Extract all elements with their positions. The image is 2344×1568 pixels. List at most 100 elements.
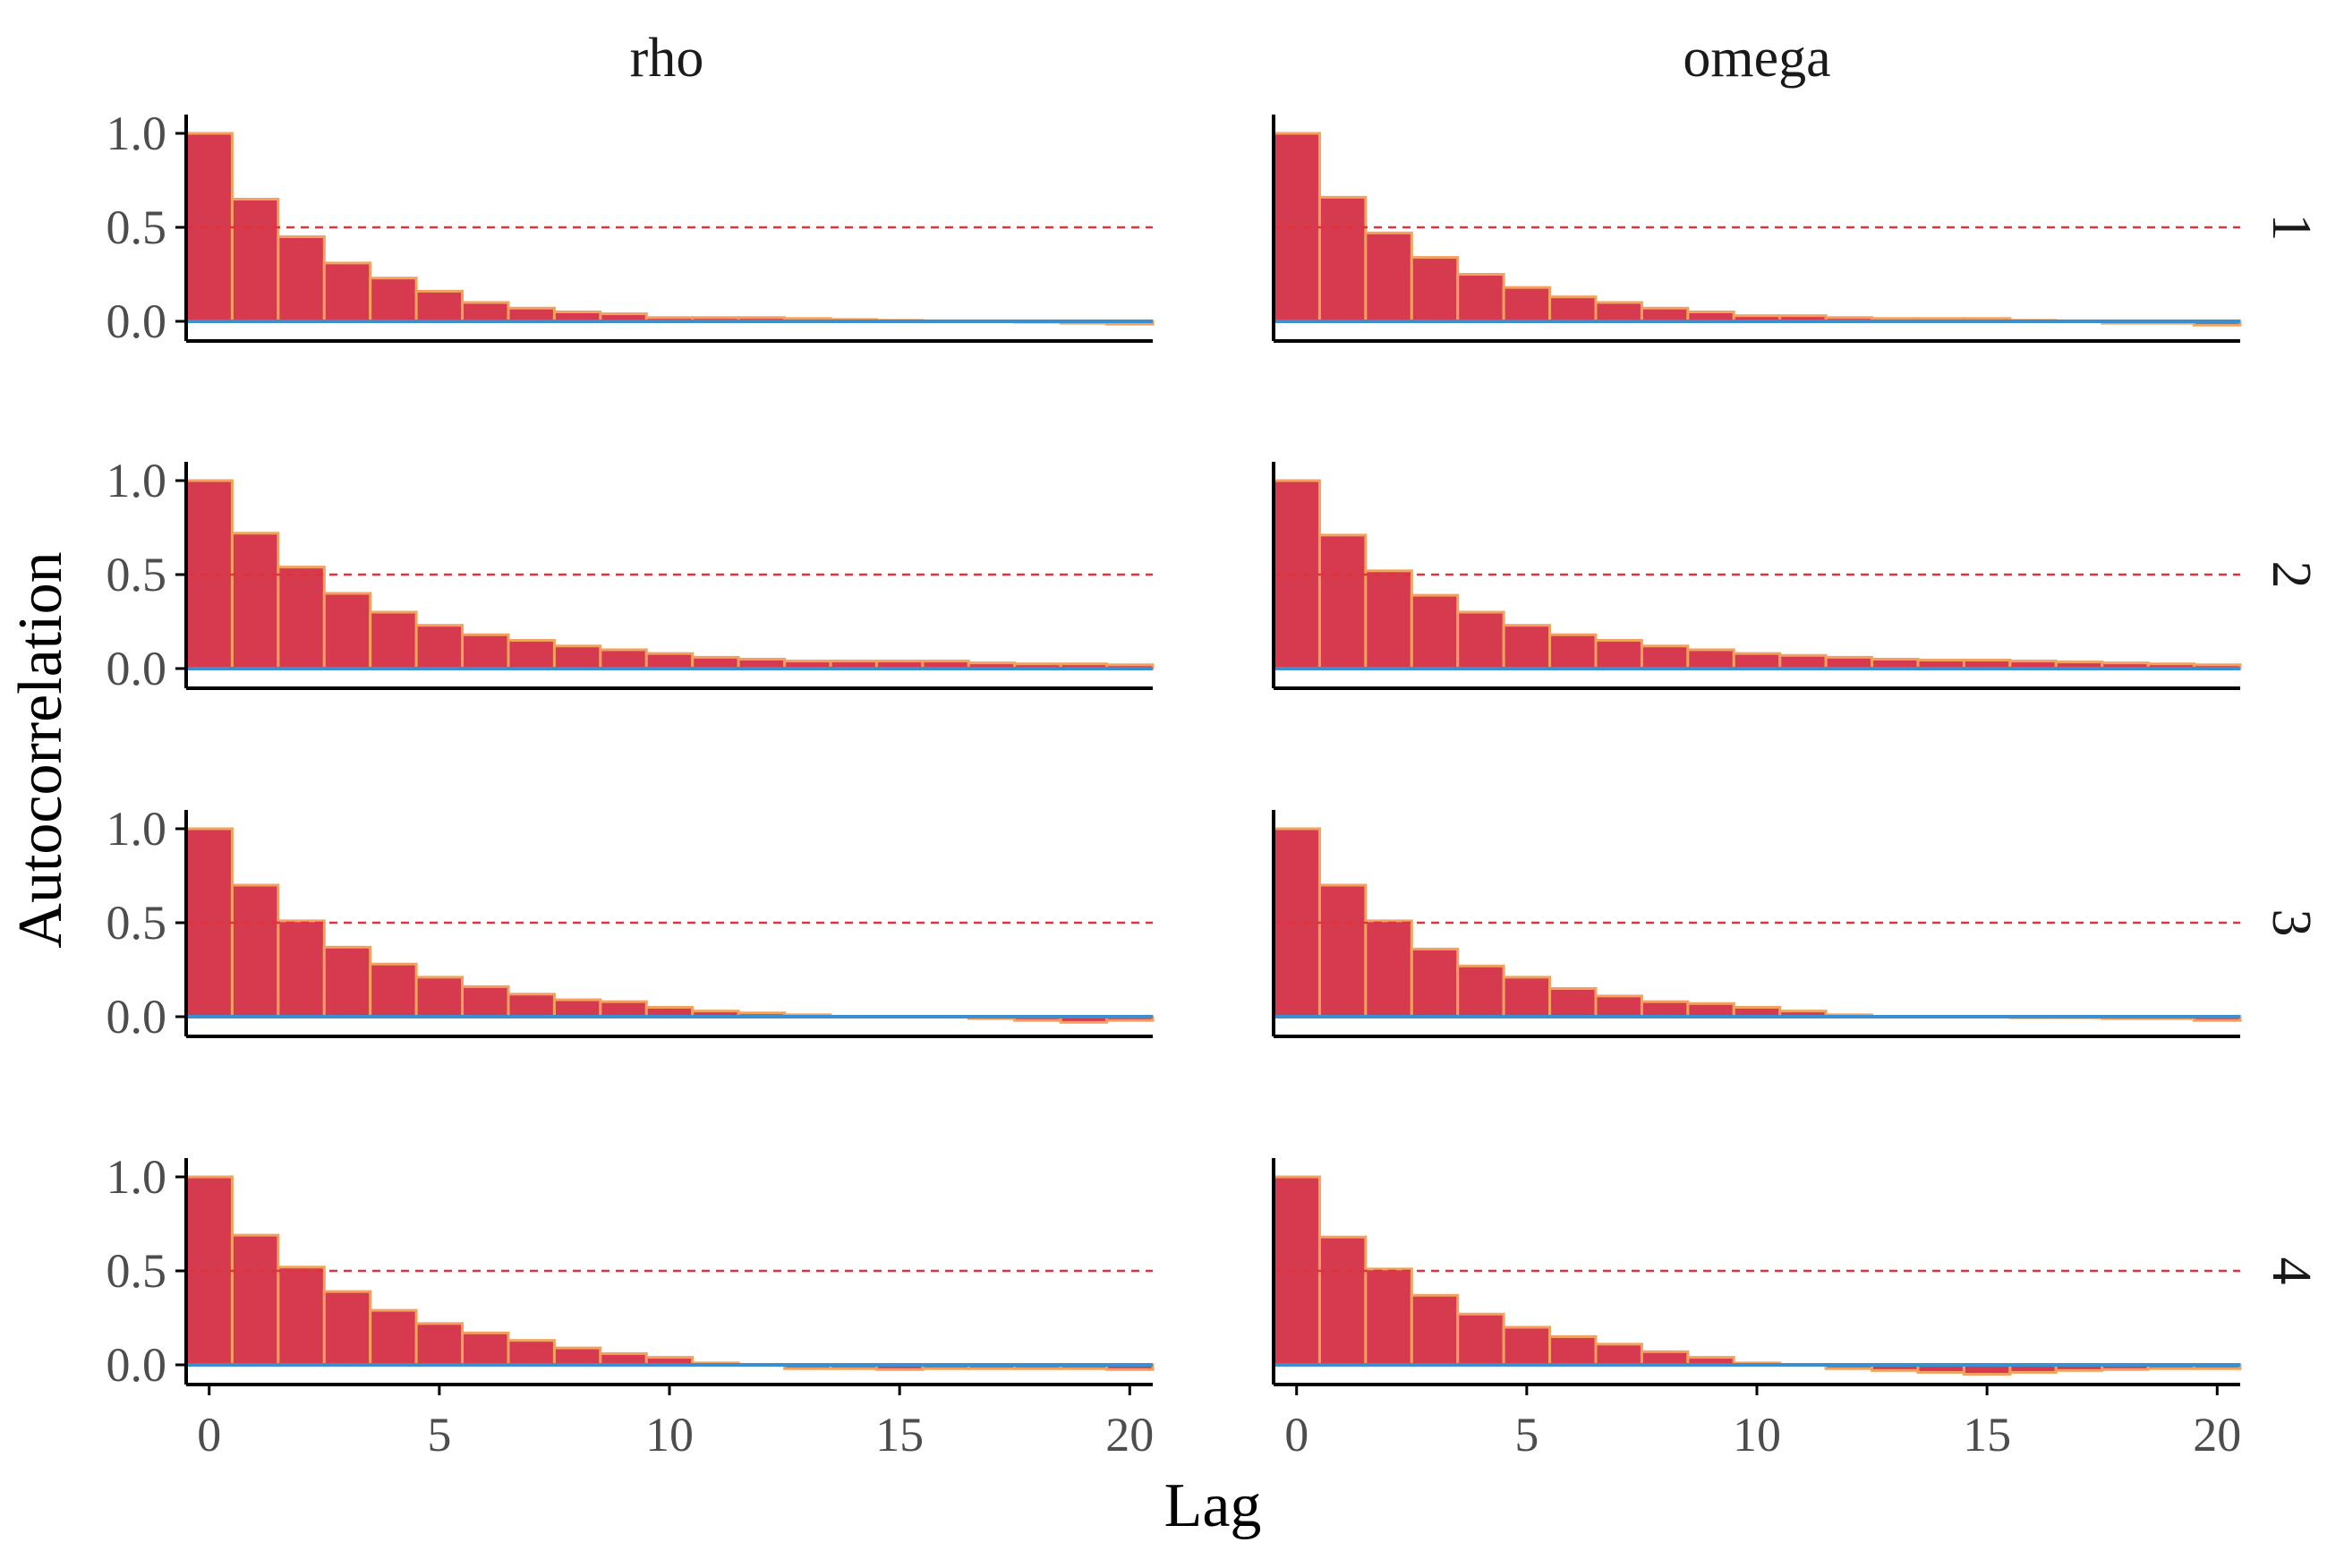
x-tick-label: 10 — [1733, 1408, 1781, 1461]
acf-bar — [507, 993, 556, 1018]
y-tick-label: 1.0 — [107, 107, 167, 160]
acf-bar — [461, 633, 510, 670]
row-strip-label: 1 — [2261, 214, 2322, 242]
acf-bar — [1317, 195, 1368, 323]
y-tick-label: 0.0 — [107, 990, 167, 1044]
column-strip-label: rho — [630, 28, 704, 89]
acf-bar — [322, 261, 372, 323]
acf-bar — [599, 1000, 648, 1018]
row-strip-label: 3 — [2261, 909, 2322, 937]
acf-bar — [414, 1322, 465, 1367]
acf-bar — [1594, 1342, 1643, 1367]
acf-bar — [1364, 919, 1413, 1018]
acf-bar — [1410, 256, 1460, 323]
x-tick-label: 15 — [1963, 1408, 2011, 1461]
acf-bar — [230, 198, 280, 323]
panel-grid: 0.00.51.010.00.51.020.00.51.030.00.51.00… — [107, 107, 2323, 1461]
x-tick-label: 5 — [427, 1408, 451, 1461]
y-tick-label: 0.0 — [107, 1338, 167, 1392]
acf-bar — [1502, 624, 1552, 670]
y-tick-label: 0.0 — [107, 642, 167, 695]
acf-bar — [1778, 653, 1828, 670]
acf-bar — [369, 610, 418, 670]
acf-bar — [1594, 301, 1643, 323]
y-tick-label: 0.5 — [107, 1244, 167, 1298]
x-tick-label: 5 — [1514, 1408, 1539, 1461]
acf-bar — [552, 998, 602, 1018]
acf-bar — [1548, 633, 1598, 670]
x-tick-label: 10 — [645, 1408, 694, 1461]
acf-bar — [1548, 987, 1598, 1018]
acf-bar — [1502, 1325, 1552, 1367]
acf-bar — [414, 624, 465, 670]
y-tick-label: 1.0 — [107, 454, 167, 507]
acf-bar — [1456, 964, 1505, 1018]
facet-panel: 3 — [1272, 810, 2322, 1038]
facet-panel: 0.0 0.5 1.0 — [107, 107, 1155, 348]
acf-bar — [1502, 285, 1552, 323]
facet-panel: 0.0 0.5 1.0 — [107, 454, 1155, 695]
acf-bar — [414, 289, 465, 323]
acf-bar — [461, 1331, 510, 1367]
acf-bar — [507, 1339, 556, 1367]
acf-bar — [1317, 1235, 1368, 1367]
acf-bar — [507, 639, 556, 670]
acf-bar — [1456, 273, 1505, 323]
acf-bar — [369, 1308, 418, 1367]
acf-bar — [644, 652, 695, 670]
y-tick-label: 0.5 — [107, 200, 167, 254]
x-tick-label: 0 — [1284, 1408, 1308, 1461]
y-tick-label: 0.0 — [107, 294, 167, 348]
column-strip-label: omega — [1683, 28, 1830, 89]
y-tick-label: 0.5 — [107, 548, 167, 601]
row-strip-label: 4 — [2261, 1257, 2322, 1285]
acf-bar — [230, 883, 280, 1018]
x-tick-label: 20 — [1105, 1408, 1154, 1461]
facet-panel: 0.0 0.5 1.0 0 5 10 15 20 — [107, 1150, 1155, 1461]
acf-bar — [1364, 231, 1413, 323]
facet-panel: 1 — [1272, 115, 2322, 343]
acf-bar — [230, 532, 280, 670]
acf-bar — [461, 984, 510, 1018]
acf-bar — [461, 301, 510, 323]
y-axis-title: Autocorrelation — [6, 551, 75, 948]
row-strip-label: 2 — [2261, 561, 2322, 589]
acf-bar — [1410, 1293, 1460, 1367]
x-tick-label: 20 — [2193, 1408, 2241, 1461]
acf-bar — [277, 919, 326, 1018]
acf-bar — [414, 976, 465, 1018]
acf-bar — [322, 1290, 372, 1367]
x-tick-label: 15 — [875, 1408, 924, 1461]
acf-bar — [1317, 883, 1368, 1018]
column-strip-labels: rho omega — [630, 28, 1831, 89]
acf-bar — [599, 648, 648, 670]
y-tick-label: 1.0 — [107, 1150, 167, 1204]
facet-panel: 0.0 0.5 1.0 — [107, 802, 1155, 1044]
facet-panel: 2 — [1272, 462, 2322, 690]
acf-bar — [552, 644, 602, 670]
acf-bar — [1594, 639, 1643, 670]
acf-bar — [1640, 1000, 1690, 1018]
acf-bar — [1640, 644, 1690, 670]
y-tick-label: 0.5 — [107, 896, 167, 950]
acf-bar — [552, 1346, 602, 1367]
acf-bar — [1456, 610, 1505, 670]
acf-bar — [230, 1233, 280, 1367]
acf-bar — [1317, 533, 1368, 670]
acf-bar — [1594, 994, 1643, 1018]
acf-bar — [277, 566, 326, 670]
acf-bar — [1732, 652, 1782, 670]
acf-bar — [1364, 1267, 1413, 1367]
acf-bar — [1686, 1001, 1735, 1018]
facet-panel: 0 5 10 15 20 4 — [1272, 1158, 2322, 1461]
acf-bar — [1686, 648, 1735, 670]
acf-bar — [1410, 593, 1460, 670]
acf-bar — [322, 592, 372, 670]
acf-bar — [369, 277, 418, 323]
acf-bar — [1410, 947, 1460, 1018]
acf-bar — [507, 306, 556, 323]
acf-bar — [277, 1265, 326, 1367]
acf-bar — [1548, 295, 1598, 323]
x-axis-title: Lag — [1164, 1471, 1262, 1540]
